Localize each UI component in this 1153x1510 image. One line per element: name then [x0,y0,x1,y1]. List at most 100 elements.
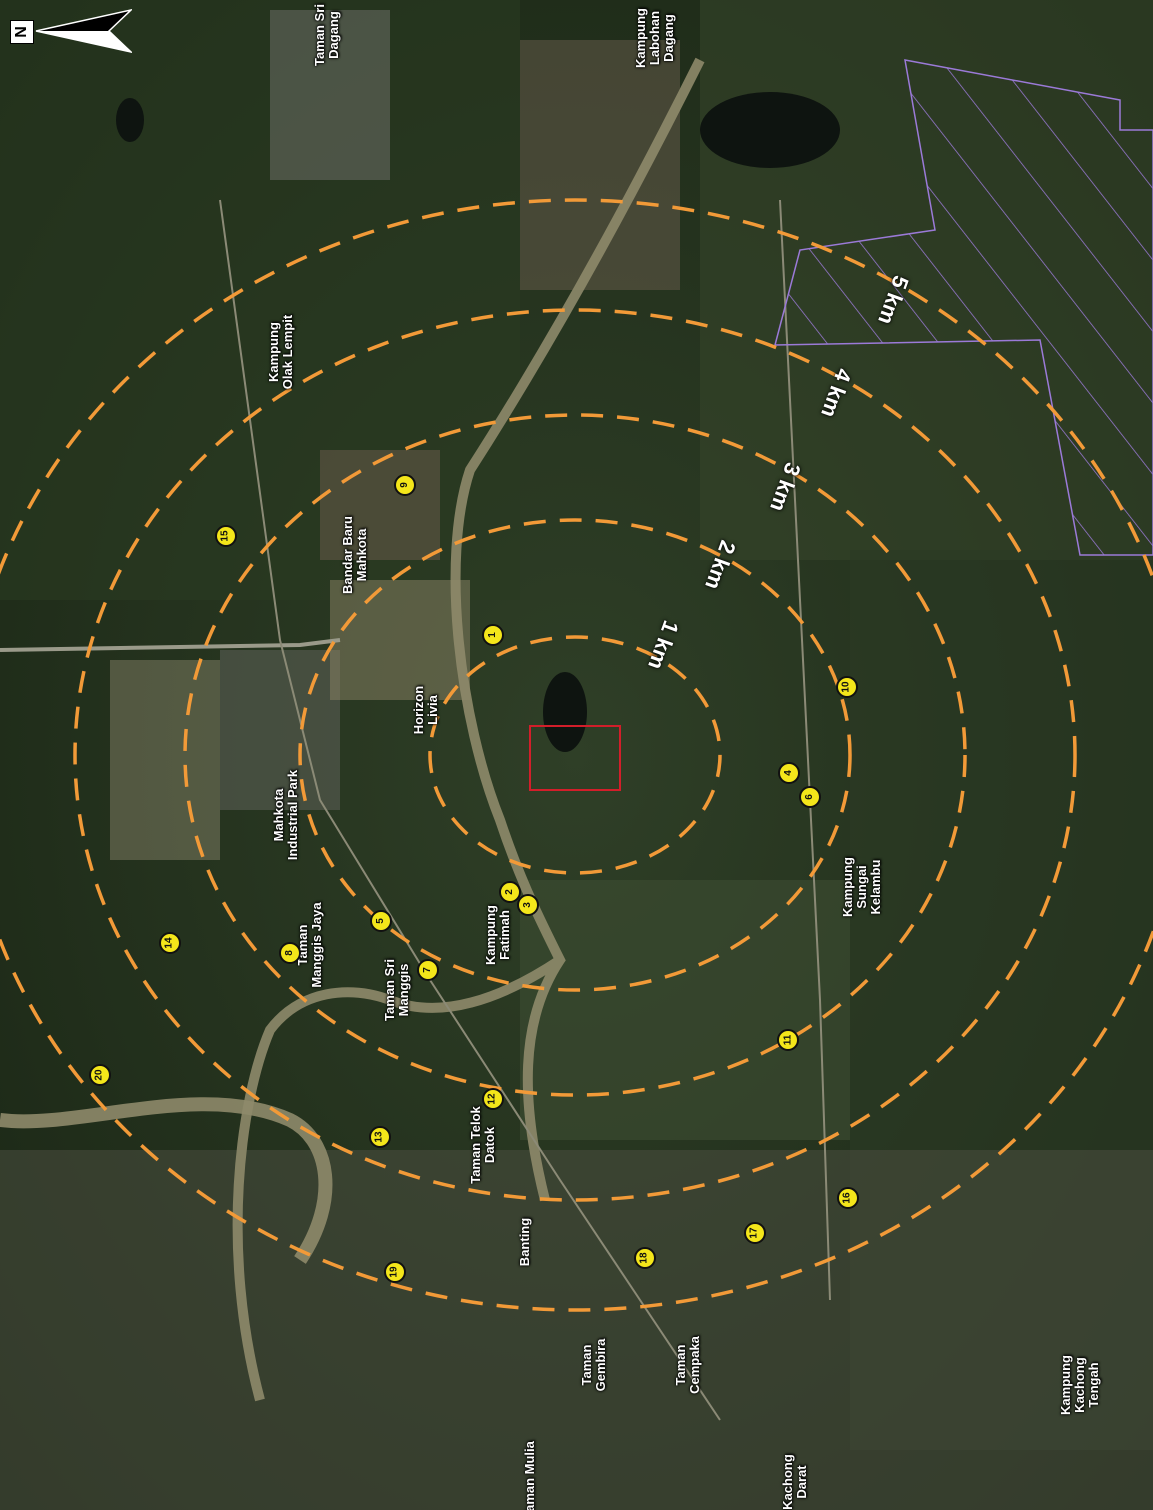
place-label-line: Datok [482,1126,497,1164]
receptor-marker-10[interactable]: 10 [836,676,858,698]
place-label-line: Taman [579,1344,594,1386]
receptor-marker-number: 8 [284,950,295,956]
distance-ring-5km [0,198,1153,1312]
north-arrow-icon [35,9,132,53]
place-label: Bandar Baru Mahkota [340,516,369,594]
place-label-line: Kampung [840,857,855,917]
receptor-marker-number: 16 [842,1192,853,1204]
place-label-line: Horizon [411,685,426,735]
place-label-line: Darat [794,1465,809,1499]
receptor-marker-20[interactable]: 20 [89,1064,111,1086]
place-label: Kampung Sungai Kelambu [840,857,883,917]
urban-area-banting [0,1150,1153,1510]
urban-area-industrial [270,10,390,180]
place-label: Horizon Livia [411,685,440,735]
receptor-marker-9[interactable]: 9 [394,474,416,496]
receptor-marker-1[interactable]: 1 [482,624,504,646]
river [232,57,705,1402]
receptor-marker-number: 14 [164,937,175,949]
place-label-line: Manggis Jaya [309,902,324,988]
receptor-marker-number: 15 [220,530,231,542]
receptor-marker-number: 10 [841,681,852,693]
receptor-marker-13[interactable]: 13 [369,1126,391,1148]
receptor-marker-7[interactable]: 7 [417,959,439,981]
receptor-marker-8[interactable]: 8 [279,942,301,964]
receptor-marker-15[interactable]: 15 [215,525,237,547]
receptor-marker-number: 3 [522,902,533,908]
place-label-line: Kachong [1072,1357,1087,1413]
receptor-marker-12[interactable]: 12 [482,1088,504,1110]
receptor-marker-number: 11 [781,1034,793,1046]
distance-ring-1km [428,635,722,875]
distance-rings [0,198,1153,1312]
place-label: Taman Mulia [522,1441,537,1510]
receptor-marker-3[interactable]: 3 [517,894,539,916]
place-label-line: Kelambu [868,859,883,915]
receptor-marker-6[interactable]: 6 [799,786,821,808]
place-label-line: Manggis [396,963,411,1017]
receptor-marker-number: 4 [783,770,794,776]
place-label-line: Labohan [647,10,662,66]
receptor-marker-16[interactable]: 16 [837,1187,859,1209]
river-west [0,1097,333,1264]
place-label-line: Sungai [854,865,869,909]
place-label-line: Mahkota [354,528,369,582]
receptor-marker-18[interactable]: 18 [634,1247,656,1269]
place-label: Kachong Darat [780,1454,809,1510]
forest-reserve-area [774,59,1153,556]
place-label-line: Mahkota [271,788,286,842]
place-label-line: Taman Sri [382,959,397,1021]
place-label-line: Kachong [780,1454,795,1510]
project-site-boundary [529,725,621,791]
receptor-marker-number: 6 [804,794,815,800]
receptor-marker-number: 2 [504,889,515,895]
north-letter: N [10,20,34,44]
place-label-line: Taman Mulia [522,1441,537,1510]
receptor-marker-4[interactable]: 4 [778,762,800,784]
receptor-marker-number: 7 [422,967,433,973]
place-label-line: Taman Telok [468,1106,483,1184]
place-label-line: Fatimah [497,910,512,960]
receptor-marker-11[interactable]: 11 [777,1029,799,1051]
place-label: Taman Gembira [579,1339,608,1392]
pond [543,672,587,752]
place-label-line: Taman Sri [312,4,327,66]
receptor-marker-number: 1 [487,632,498,638]
place-label: Kampung Labohan Dagang [633,8,676,68]
place-label-line: Dagang [326,11,341,59]
receptor-marker-17[interactable]: 17 [744,1222,766,1244]
receptor-marker-19[interactable]: 19 [384,1261,406,1283]
place-label: Kampung Olak Lempit [266,314,295,390]
place-label: Banting [517,1218,532,1266]
place-label: Kampung Fatimah [483,905,512,965]
distance-ring-2km [298,518,852,992]
receptor-marker-number: 9 [399,482,410,488]
place-label-line: Livia [425,695,440,725]
road [0,638,341,652]
place-label: Taman Cempaka [673,1336,702,1394]
place-label-line: Kampung [266,322,281,382]
north-arrow: N [6,6,132,56]
receptor-marker-number: 17 [749,1227,760,1239]
receptor-marker-number: 18 [639,1252,650,1264]
receptor-marker-number: 5 [375,918,386,924]
receptor-marker-2[interactable]: 2 [499,881,521,903]
place-label-line: Olak Lempit [280,314,295,390]
receptor-marker-number: 13 [374,1131,385,1143]
place-label-line: Kampung [633,8,648,68]
place-label-line: Taman [673,1344,688,1386]
receptor-marker-number: 20 [94,1069,105,1081]
place-label: Taman Sri Dagang [312,4,341,66]
receptor-marker-number: 19 [389,1266,400,1278]
receptor-marker-number: 12 [487,1093,498,1105]
place-label: Mahkota Industrial Park [271,770,300,860]
place-label: Taman Sri Manggis [382,959,411,1021]
place-label-line: Kampung [483,905,498,965]
place-label-line: Dagang [661,14,676,62]
place-label-line: Cempaka [687,1336,702,1394]
receptor-marker-14[interactable]: 14 [159,932,181,954]
receptor-marker-5[interactable]: 5 [370,910,392,932]
place-label-line: Kampung [1058,1355,1073,1415]
